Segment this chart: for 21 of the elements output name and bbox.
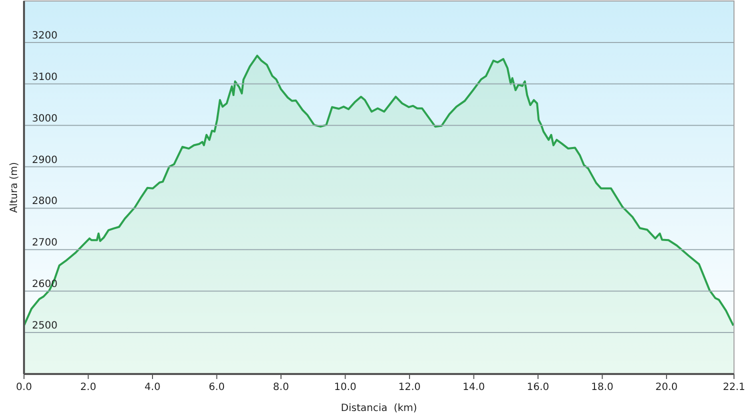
x-tick-label: 22.1 [722,382,746,393]
y-axis-title: Altura (m) [9,162,20,213]
y-tick-label: 2900 [32,154,58,166]
y-tick-label: 2500 [32,320,58,332]
x-tick-label: 8.0 [273,382,289,393]
y-tick-label: 3000 [32,113,58,124]
x-tick-label: 0.0 [16,382,32,393]
y-tick-label: 2800 [32,196,58,208]
x-tick-label: 18.0 [591,382,614,393]
x-tick-label: 12.0 [398,382,421,393]
x-tick-label: 20.0 [655,382,678,393]
y-tick-label: 2700 [32,238,58,249]
x-axis-title: Distancia (km) [340,403,418,414]
y-tick-label: 3200 [32,30,58,42]
x-tick-label: 4.0 [144,382,160,393]
y-tick-label: 3100 [32,72,58,83]
x-tick-label: 16.0 [526,382,550,393]
x-tick-label: 2.0 [80,382,96,393]
x-tick-label: 6.0 [208,382,225,393]
x-tick-label: 14.0 [462,382,485,393]
x-tick-label: 10.0 [334,382,356,393]
